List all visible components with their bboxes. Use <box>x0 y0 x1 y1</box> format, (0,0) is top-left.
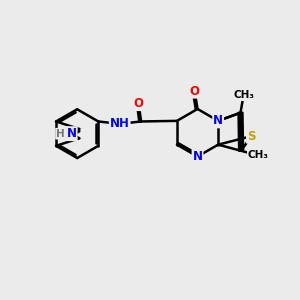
Text: N: N <box>67 127 77 140</box>
Text: N: N <box>193 150 202 163</box>
Text: NH: NH <box>110 117 130 130</box>
Text: N: N <box>213 114 223 128</box>
Text: O: O <box>190 85 200 98</box>
Text: O: O <box>134 97 144 110</box>
Text: H: H <box>56 129 65 139</box>
Text: CH₃: CH₃ <box>233 90 254 100</box>
Text: S: S <box>247 130 256 143</box>
Text: CH₃: CH₃ <box>248 150 269 161</box>
